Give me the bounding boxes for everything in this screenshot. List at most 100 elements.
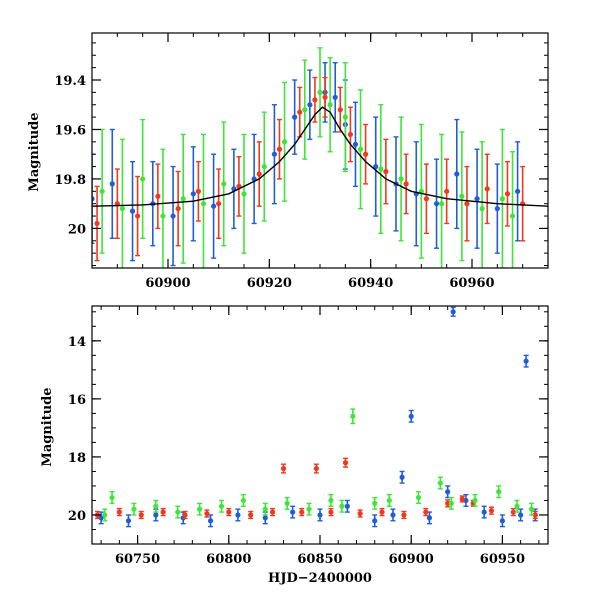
- data-point-green: [261, 163, 267, 170]
- x-tick-label: 60920: [247, 276, 292, 291]
- data-point-blue: [515, 188, 521, 194]
- data-point-green: [281, 139, 288, 145]
- data-point-green: [342, 114, 348, 120]
- series-red: [94, 457, 538, 520]
- data-point-red: [328, 509, 334, 515]
- data-point-red: [403, 181, 409, 187]
- top-panel: 60900 60920 60940 60960 19.4 19.6 19.8 20 Magni…: [27, 32, 549, 291]
- data-point-blue: [170, 213, 176, 219]
- data-point-blue: [332, 94, 338, 100]
- data-point-red: [459, 496, 465, 502]
- data-point-red: [195, 188, 201, 194]
- y-tick-label: 19.4: [54, 74, 86, 89]
- data-point-green: [499, 196, 505, 202]
- data-point-blue: [372, 518, 378, 524]
- data-point-red: [226, 509, 232, 515]
- series-blue: [92, 61, 521, 267]
- data-point-red: [464, 201, 470, 207]
- data-point-blue: [211, 203, 217, 209]
- data-point-green: [262, 506, 268, 512]
- data-point-red: [116, 509, 122, 515]
- data-point-green: [218, 503, 225, 509]
- x-tick-label: 60960: [449, 276, 494, 291]
- x-tick-label: 60950: [480, 552, 525, 567]
- data-point-red: [94, 220, 100, 227]
- data-point-blue: [390, 512, 396, 518]
- y-tick-label: 14: [68, 335, 86, 350]
- data-point-blue: [292, 114, 298, 120]
- data-point-red: [510, 509, 516, 515]
- bottom-x-axis-label: HJD−2400000: [268, 571, 372, 586]
- data-point-red: [175, 206, 181, 212]
- data-point-blue: [125, 518, 132, 524]
- data-point-red: [363, 151, 369, 157]
- data-point-green: [306, 506, 312, 512]
- data-point-blue: [290, 509, 296, 515]
- data-point-blue: [450, 309, 456, 315]
- data-point-blue: [262, 515, 268, 521]
- data-point-blue: [317, 512, 323, 518]
- data-point-green: [240, 497, 246, 504]
- data-point-green: [386, 497, 392, 504]
- data-point-green: [472, 497, 478, 504]
- x-tick-label: 60750: [115, 552, 160, 567]
- model-curve: [92, 106, 548, 207]
- data-point-red: [347, 131, 353, 138]
- data-point-red: [488, 508, 495, 514]
- data-point-red: [256, 171, 262, 177]
- data-point-blue: [494, 206, 500, 212]
- data-point-green: [197, 506, 203, 512]
- data-point-green: [328, 497, 334, 504]
- data-point-red: [138, 512, 144, 518]
- data-point-green: [221, 181, 227, 187]
- data-point-blue: [373, 163, 379, 170]
- data-point-green: [131, 506, 137, 512]
- data-point-red: [248, 512, 254, 518]
- data-point-red: [423, 509, 429, 515]
- data-point-red: [276, 146, 283, 152]
- series-green: [102, 408, 535, 522]
- data-point-green: [109, 494, 115, 501]
- data-point-blue: [344, 503, 350, 509]
- data-point-green: [528, 506, 535, 512]
- data-point-green: [153, 503, 159, 509]
- data-point-blue: [499, 518, 505, 524]
- y-tick-label: 16: [68, 393, 86, 408]
- x-tick-label: 60900: [389, 552, 434, 567]
- data-point-red: [383, 168, 389, 175]
- data-point-blue: [235, 512, 241, 518]
- data-point-red: [532, 512, 538, 518]
- data-point-green: [514, 503, 520, 509]
- data-point-red: [322, 94, 328, 100]
- bottom-panel: 60750 60800 60850 60900 60950 14 16 18 20 Magnit…: [40, 305, 549, 586]
- data-point-green: [479, 206, 485, 212]
- data-point-blue: [481, 509, 487, 515]
- data-point-blue: [307, 102, 313, 108]
- data-point-red: [216, 201, 222, 207]
- data-point-green: [241, 191, 247, 197]
- data-point-blue: [399, 474, 405, 480]
- data-point-red: [297, 109, 303, 115]
- data-point-blue: [408, 413, 414, 419]
- data-point-green: [317, 89, 323, 95]
- data-point-red: [160, 509, 166, 515]
- data-point-green: [160, 213, 166, 219]
- y-tick-label: 19.6: [54, 123, 86, 138]
- y-tick-label: 18: [68, 451, 86, 466]
- data-point-red: [423, 196, 429, 202]
- data-point-blue: [454, 171, 460, 177]
- data-point-green: [372, 500, 378, 506]
- data-point-green: [437, 480, 443, 486]
- data-point-blue: [109, 181, 115, 187]
- data-point-blue: [271, 151, 277, 157]
- data-point-red: [357, 510, 363, 517]
- data-point-red: [135, 213, 141, 219]
- data-point-red: [342, 460, 349, 466]
- y-tick-label: 19.8: [54, 173, 86, 188]
- data-point-blue: [474, 196, 480, 202]
- data-point-green: [140, 176, 146, 182]
- data-point-red: [155, 193, 161, 199]
- data-point-green: [339, 503, 345, 509]
- y-tick-label: 20: [68, 222, 86, 237]
- data-point-green: [180, 196, 186, 202]
